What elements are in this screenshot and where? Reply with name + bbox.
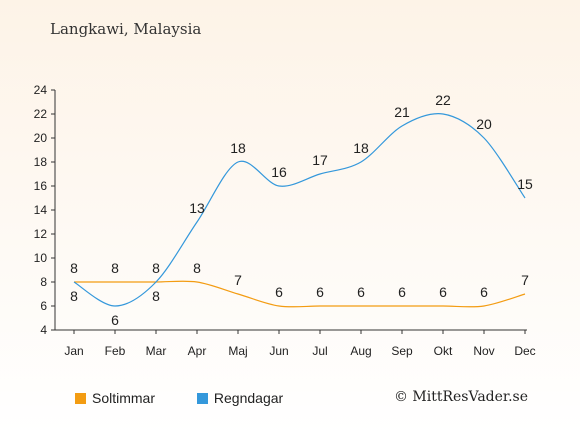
legend-label-regndagar: Regndagar	[213, 390, 284, 406]
x-tick-label: Aug	[350, 344, 371, 358]
y-tick-label: 4	[40, 323, 47, 337]
y-tick-label: 6	[40, 299, 47, 313]
x-tick-label: Mar	[146, 344, 167, 358]
y-tick-label: 24	[34, 83, 48, 97]
data-label-regndagar: 18	[353, 140, 369, 156]
data-label-regndagar: 17	[312, 152, 328, 168]
x-tick-label: Okt	[434, 344, 453, 358]
y-tick-label: 14	[34, 203, 48, 217]
legend-swatch-regndagar	[196, 392, 208, 404]
chart-title: Langkawi, Malaysia	[50, 20, 202, 38]
x-tick-label: Sep	[391, 344, 413, 358]
x-tick-label: Nov	[473, 344, 494, 358]
data-label-regndagar: 18	[230, 140, 246, 156]
data-label-soltimmar: 7	[521, 272, 529, 288]
x-tick-label: Jun	[269, 344, 288, 358]
x-tick-label: Dec	[514, 344, 535, 358]
data-label-regndagar: 8	[70, 288, 78, 304]
axes: 4 6 8 10 12 14 16 18 20 22 24 Jan Feb Mar Apr Maj Jun Jul…	[34, 83, 536, 358]
data-label-soltimmar: 6	[439, 284, 447, 300]
data-label-regndagar: 16	[271, 164, 287, 180]
data-label-soltimmar: 7	[234, 272, 242, 288]
legend-swatch-soltimmar	[75, 392, 86, 404]
data-label-regndagar: 15	[517, 176, 533, 192]
data-label-soltimmar: 8	[111, 260, 119, 276]
legend-label-soltimmar: Soltimmar	[92, 390, 156, 406]
y-tick-label: 22	[34, 107, 48, 121]
y-tick-label: 18	[34, 155, 48, 169]
data-label-soltimmar: 6	[480, 284, 488, 300]
y-tick-label: 20	[34, 131, 48, 145]
data-labels: 8 6 8 13 18 16 17 18 21 22 20 15 8 8 8 8 7 6 6 6 6 6 6 7	[70, 92, 533, 328]
y-tick-label: 10	[34, 251, 48, 265]
data-label-soltimmar: 6	[357, 284, 365, 300]
data-label-soltimmar: 8	[70, 260, 78, 276]
data-label-soltimmar: 6	[398, 284, 406, 300]
legend: Soltimmar Regndagar	[75, 390, 321, 407]
y-tick-label: 12	[34, 227, 48, 241]
x-tick-label: Jul	[312, 344, 327, 358]
series-line-regndagar	[73, 113, 526, 307]
legend-item-soltimmar: Soltimmar	[75, 390, 155, 406]
data-label-regndagar: 20	[476, 116, 492, 132]
site-credit: © MittResVader.se	[393, 389, 528, 405]
series-lines	[73, 113, 526, 308]
data-label-regndagar: 22	[435, 92, 451, 108]
data-label-soltimmar: 6	[316, 284, 324, 300]
x-tick-label: Feb	[105, 344, 126, 358]
y-tick-label: 8	[40, 275, 47, 289]
data-label-regndagar: 21	[394, 104, 410, 120]
data-label-regndagar: 13	[189, 200, 205, 216]
data-label-regndagar: 8	[152, 288, 160, 304]
y-tick-label: 16	[34, 179, 48, 193]
data-label-soltimmar: 6	[275, 284, 283, 300]
data-label-soltimmar: 8	[152, 260, 160, 276]
x-tick-label: Maj	[228, 344, 247, 358]
series-line-soltimmar	[73, 280, 526, 308]
data-label-soltimmar: 8	[193, 260, 201, 276]
x-tick-label: Apr	[188, 344, 207, 358]
x-tick-label: Jan	[64, 344, 83, 358]
legend-item-regndagar: Regndagar	[196, 390, 284, 406]
data-label-regndagar: 6	[111, 312, 119, 328]
